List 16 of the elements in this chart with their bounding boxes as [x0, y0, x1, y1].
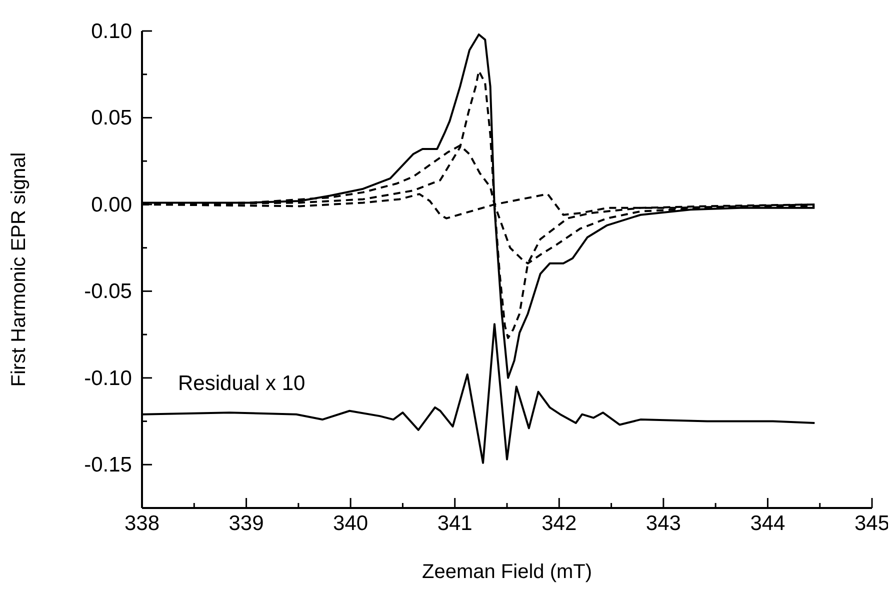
x-tick-label: 339 [228, 512, 264, 535]
y-tick-label: 0.05 [91, 106, 132, 130]
y-tick-label: 0.10 [91, 20, 132, 43]
x-tick-label: 342 [542, 512, 577, 535]
x-tick-label: 341 [437, 512, 472, 535]
y-tick-label: -0.10 [84, 366, 132, 390]
x-tick-label: 338 [124, 512, 160, 535]
x-axis-title: Zeeman Field (mT) [422, 561, 592, 583]
y-tick-label: -0.05 [84, 280, 132, 304]
y-tick-label: 0.00 [91, 193, 132, 216]
x-tick-label: 340 [333, 512, 368, 535]
x-tick-label: 344 [750, 512, 786, 535]
x-tick-label: 343 [646, 512, 681, 535]
y-axis-title: First Harmonic EPR signal [8, 152, 30, 387]
y-tick-label: -0.15 [84, 454, 132, 477]
annotation: Residual x 10 [178, 372, 306, 396]
